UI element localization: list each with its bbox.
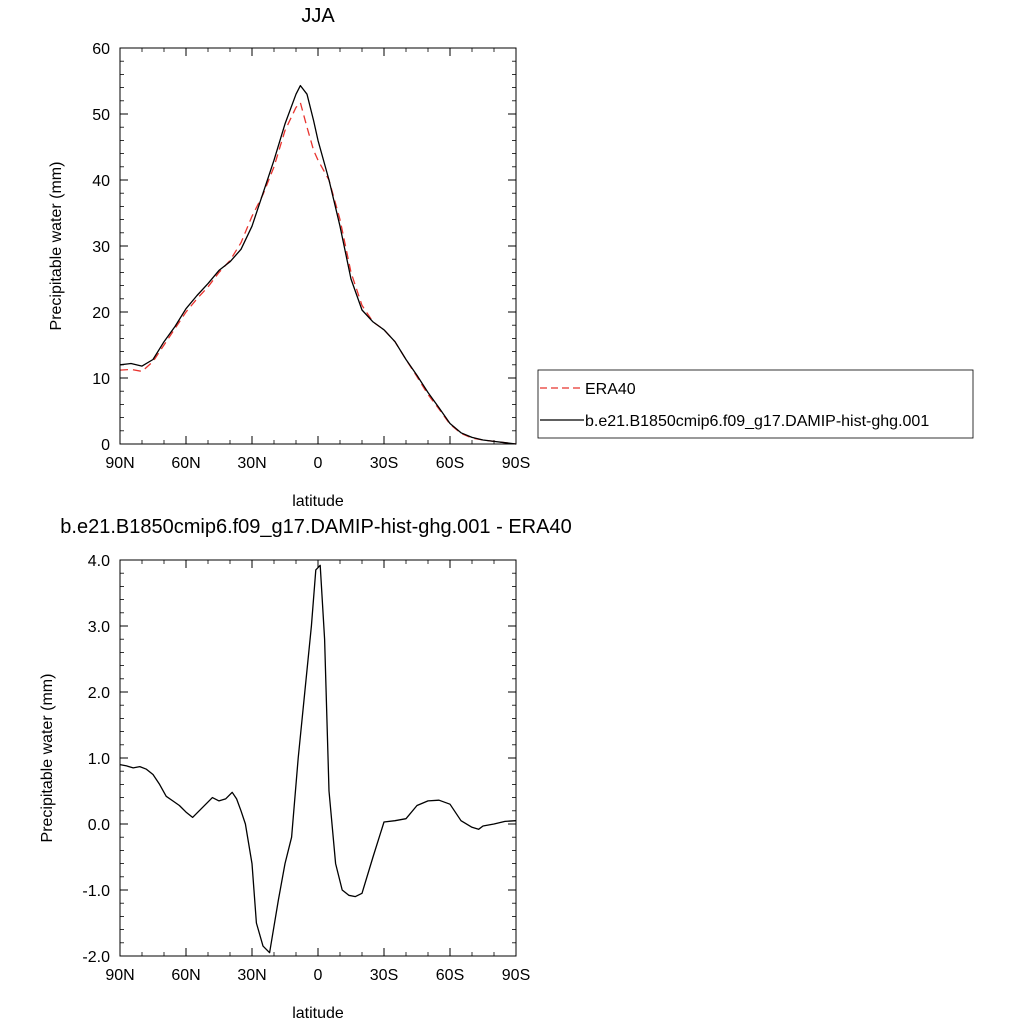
bottom-series-lines	[119, 564, 517, 954]
bottom-x-tick-label: 60S	[436, 967, 464, 984]
top-plot-frame	[119, 47, 517, 445]
bottom-y-tick-label: -2.0	[82, 949, 110, 966]
bottom-x-tick-label: 0	[314, 967, 323, 984]
top-x-tick-label: 30S	[370, 455, 398, 472]
top-y-tick-label: 20	[92, 305, 110, 322]
bottom-series-line-0	[119, 564, 517, 954]
top-y-tick-label: 10	[92, 371, 110, 388]
bottom-panel: b.e21.B1850cmip6.f09_g17.DAMIP-hist-ghg.…	[39, 516, 572, 1022]
legend-box	[537, 369, 974, 439]
bottom-x-tick-label: 30S	[370, 967, 398, 984]
top-y-axis-label: Precipitable water (mm)	[48, 162, 65, 331]
top-series-line-0	[119, 102, 517, 445]
top-x-tick-label: 60S	[436, 455, 464, 472]
bottom-x-tick-label: 90S	[502, 967, 530, 984]
bottom-y-tick-label: 0.0	[88, 817, 110, 834]
bottom-x-tick-label: 30N	[237, 967, 266, 984]
bottom-y-tick-label: -1.0	[82, 883, 110, 900]
top-x-tick-label: 30N	[237, 455, 266, 472]
top-axis-ticks: 0 10 20 30 40 50 60 90N 60N 30N 0 30S 60S 90S	[92, 41, 530, 472]
bottom-y-tick-label: 1.0	[88, 751, 110, 768]
bottom-y-axis-label: Precipitable water (mm)	[39, 674, 56, 843]
bottom-x-tick-label: 90N	[105, 967, 134, 984]
top-x-axis-label: latitude	[292, 493, 344, 510]
bottom-chart-title: b.e21.B1850cmip6.f09_g17.DAMIP-hist-ghg.…	[60, 516, 571, 538]
bottom-x-axis-label: latitude	[292, 1005, 344, 1022]
top-y-tick-label: 40	[92, 173, 110, 190]
bottom-x-tick-label: 60N	[171, 967, 200, 984]
top-y-tick-label: 60	[92, 41, 110, 58]
legend-label-era40: ERA40	[585, 381, 636, 398]
bottom-y-tick-label: 4.0	[88, 553, 110, 570]
top-y-tick-label: 0	[101, 437, 110, 454]
top-chart-title: JJA	[301, 5, 335, 27]
top-y-tick-label: 50	[92, 107, 110, 124]
top-panel: JJA Precipitable water (mm) latitude 0 10…	[48, 5, 530, 510]
legend: ERA40 b.e21.B1850cmip6.f09_g17.DAMIP-his…	[537, 369, 974, 439]
top-x-tick-label: 60N	[171, 455, 200, 472]
top-x-tick-label: 90S	[502, 455, 530, 472]
top-y-tick-label: 30	[92, 239, 110, 256]
bottom-plot-frame	[119, 559, 517, 957]
top-series-line-1	[119, 84, 517, 445]
bottom-y-tick-label: 3.0	[88, 619, 110, 636]
bottom-y-tick-label: 2.0	[88, 685, 110, 702]
top-series-lines	[119, 84, 517, 445]
top-x-tick-label: 0	[314, 455, 323, 472]
top-x-tick-label: 90N	[105, 455, 134, 472]
bottom-axis-ticks: -2.0 -1.0 0.0 1.0 2.0 3.0 4.0 90N 60N 30N 0 30S 60S 9…	[82, 553, 530, 984]
legend-label-model: b.e21.B1850cmip6.f09_g17.DAMIP-hist-ghg.…	[585, 413, 929, 430]
